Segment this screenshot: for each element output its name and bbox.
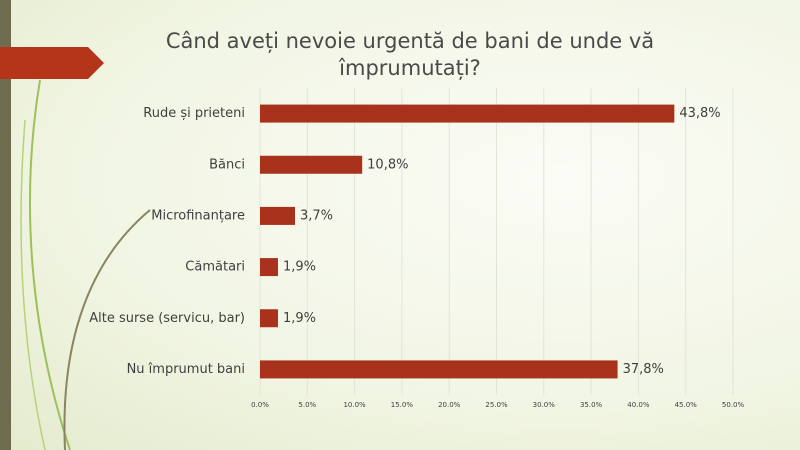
x-tick-label: 15.0%: [391, 401, 414, 409]
value-label: 43,8%: [679, 106, 720, 121]
value-label: 3,7%: [300, 208, 333, 223]
decor-curve: [20, 119, 46, 450]
x-tick-label: 35.0%: [580, 401, 603, 409]
bar: [260, 309, 278, 328]
bar: [260, 258, 278, 277]
y-tick-label: Nu împrumut bani: [127, 362, 245, 377]
x-tick-label: 30.0%: [533, 401, 556, 409]
decor-curve: [29, 79, 71, 450]
decor-curve: [63, 209, 151, 450]
x-tick-label: 40.0%: [627, 401, 650, 409]
y-tick-label: Alte surse (servicu, bar): [89, 311, 245, 326]
x-tick-label: 45.0%: [675, 401, 698, 409]
y-tick-label: Cămătari: [185, 260, 245, 275]
bar: [260, 360, 618, 379]
y-tick-label: Rude și prieteni: [143, 106, 245, 121]
x-tick-label: 20.0%: [438, 401, 461, 409]
x-tick-label: 10.0%: [343, 401, 366, 409]
y-tick-label: Microfinanțare: [151, 208, 245, 223]
value-label: 37,8%: [623, 362, 664, 377]
chart-title: Când aveți nevoie urgentă de bani de und…: [165, 29, 655, 80]
bar: [260, 206, 296, 225]
bar: [260, 155, 363, 174]
side-strip: [0, 0, 11, 450]
decor-arrow: [0, 47, 104, 79]
x-tick-label: 50.0%: [722, 401, 745, 409]
value-label: 1,9%: [283, 260, 316, 275]
x-tick-label: 0.0%: [251, 401, 269, 409]
x-tick-label: 25.0%: [485, 401, 508, 409]
value-label: 1,9%: [283, 311, 316, 326]
value-label: 10,8%: [367, 157, 408, 172]
bar: [260, 104, 675, 123]
x-tick-label: 5.0%: [298, 401, 316, 409]
y-tick-label: Bănci: [209, 157, 245, 172]
